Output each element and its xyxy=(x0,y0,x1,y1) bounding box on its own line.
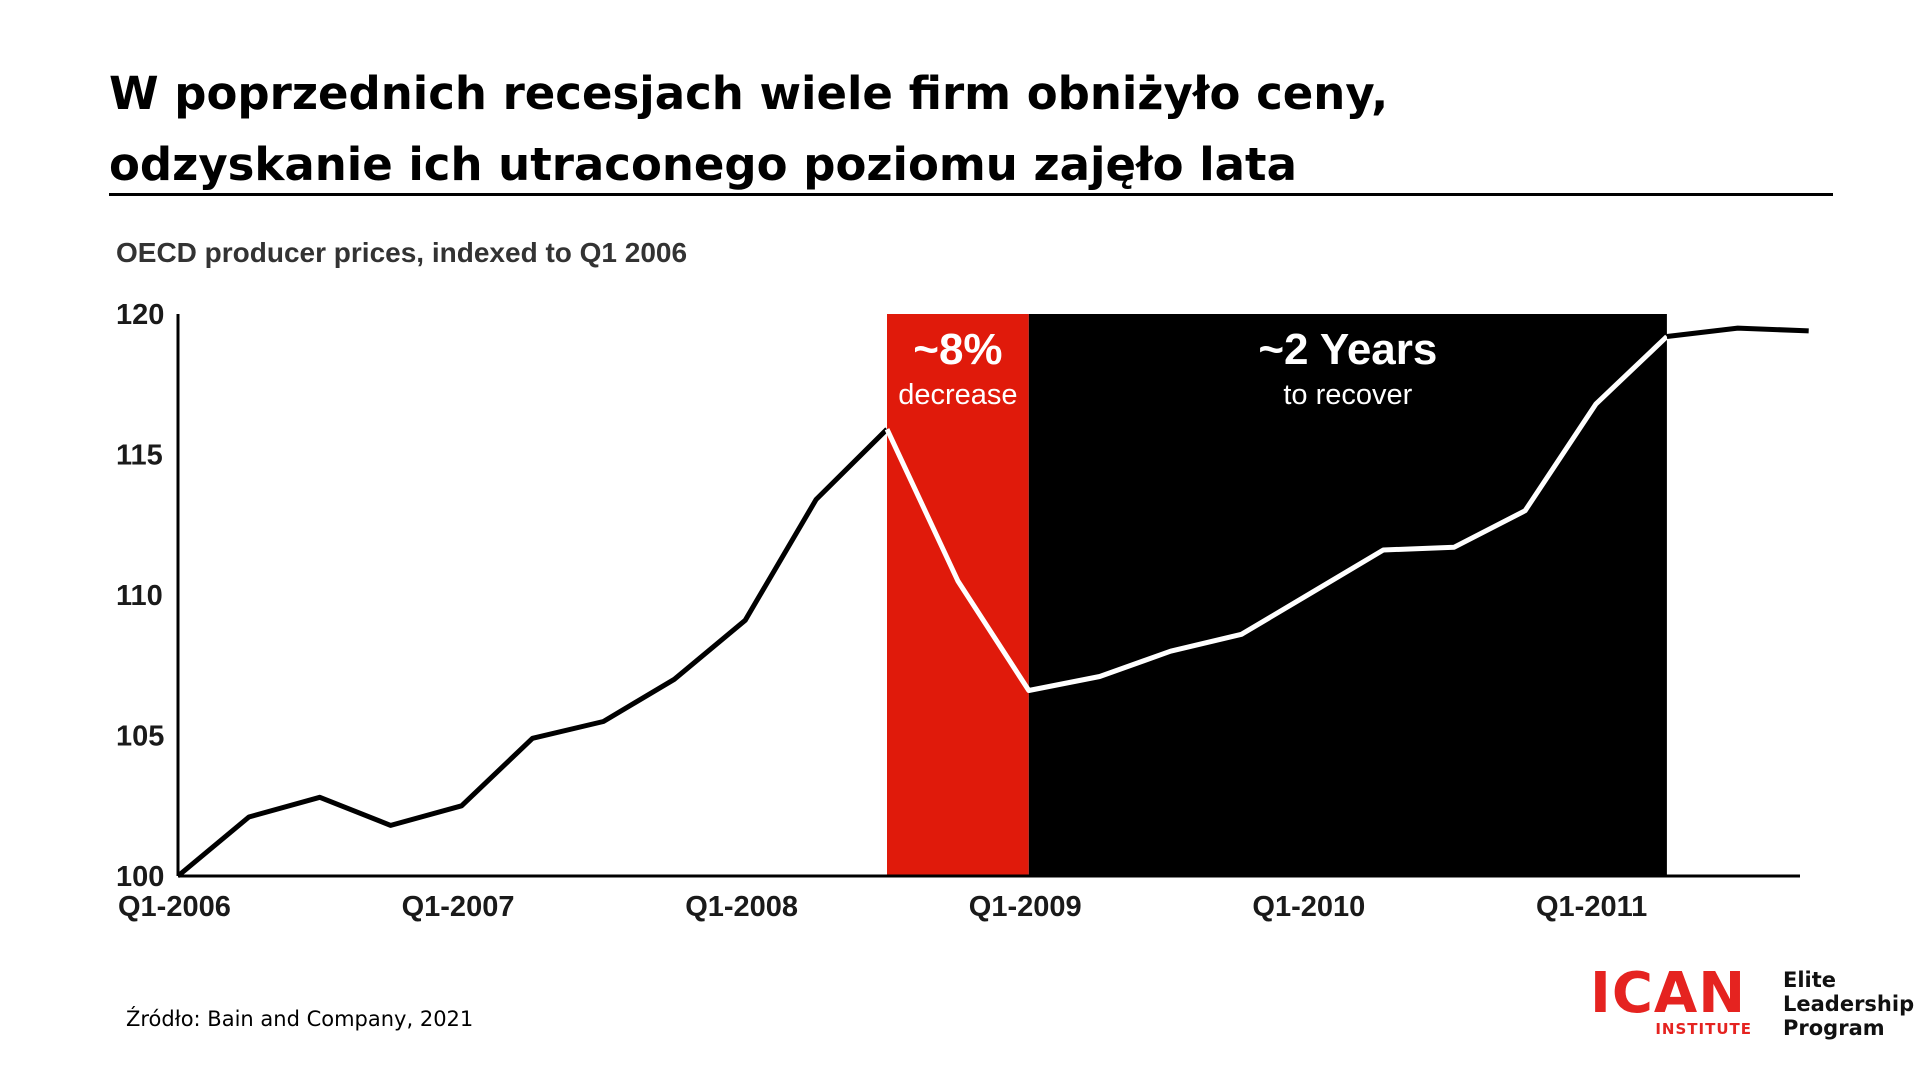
title-divider xyxy=(109,193,1833,196)
x-tick-label: Q1-2008 xyxy=(685,891,798,923)
x-tick-label: Q1-2009 xyxy=(969,891,1082,923)
slide-title-line-1: W poprzednich recesjach wiele firm obniż… xyxy=(109,67,1389,120)
program-label: Elite Leadership Program xyxy=(1783,968,1914,1040)
highlight-region-2 xyxy=(1028,314,1667,876)
program-line-3: Program xyxy=(1783,1016,1885,1040)
ican-logo: ICAN INSTITUTE xyxy=(1590,962,1760,1040)
x-tick-label: Q1-2007 xyxy=(402,891,515,923)
region-sublabel-2: to recover xyxy=(1283,379,1412,411)
source-note: Źródło: Bain and Company, 2021 xyxy=(126,1007,474,1031)
y-tick-label: 110 xyxy=(116,580,163,612)
slide-title-line-2: odzyskanie ich utraconego poziomu zajęło… xyxy=(109,138,1297,191)
logo-wordmark: ICAN xyxy=(1590,961,1747,1026)
region-sublabel-1: decrease xyxy=(898,379,1017,411)
series-line-highlight xyxy=(884,334,1669,693)
y-tick-label: 120 xyxy=(116,299,164,331)
region-label-2: ~2 Years xyxy=(1258,325,1437,374)
series-line-after xyxy=(1666,325,1809,339)
x-tick-label: Q1-2010 xyxy=(1252,891,1365,923)
y-tick-label: 105 xyxy=(116,721,164,753)
y-tick-label: 115 xyxy=(116,440,163,472)
x-tick-label: Q1-2006 xyxy=(118,891,231,923)
x-tick-label: Q1-2011 xyxy=(1536,891,1647,923)
program-line-2: Leadership xyxy=(1783,992,1915,1016)
y-tick-label: 100 xyxy=(116,861,164,893)
logo-subtitle: INSTITUTE xyxy=(1655,1020,1752,1038)
series-line-before xyxy=(176,427,889,878)
highlight-region-1 xyxy=(887,314,1029,876)
slide-title: W poprzednich recesjach wiele firm obniż… xyxy=(109,58,1609,200)
region-label-1: ~8% xyxy=(913,325,1002,374)
chart-subtitle: OECD producer prices, indexed to Q1 2006 xyxy=(116,237,687,268)
program-line-1: Elite xyxy=(1783,968,1837,992)
